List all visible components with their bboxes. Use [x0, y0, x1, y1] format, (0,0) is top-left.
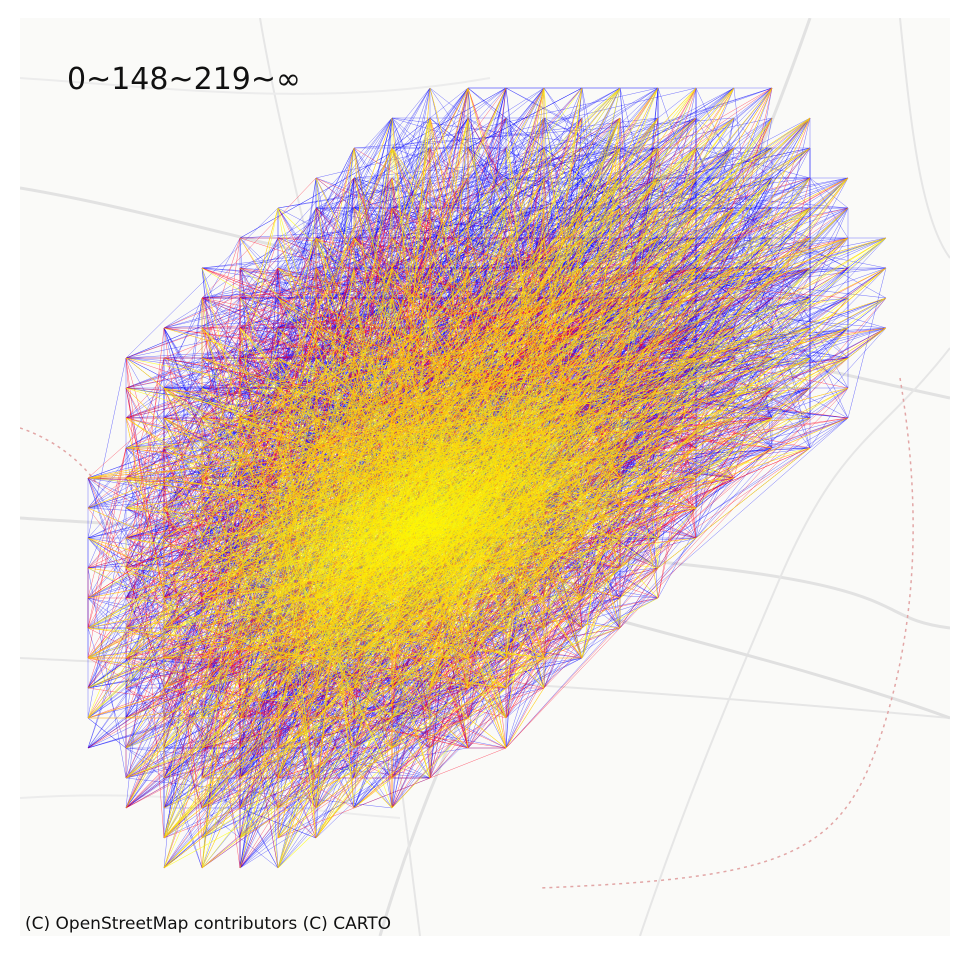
flow-density-core	[209, 376, 631, 680]
road	[899, 18, 950, 259]
road	[20, 77, 491, 95]
legend-title: 0~148~219~∞	[67, 62, 302, 97]
map-canvas[interactable]: 0~148~219~∞ (C) OpenStreetMap contributo…	[20, 18, 950, 936]
density-core	[209, 376, 631, 680]
admin-boundary	[20, 427, 101, 489]
road	[609, 616, 950, 720]
admin-boundary	[539, 377, 914, 889]
road	[639, 347, 950, 936]
flow-map	[20, 18, 950, 936]
map-attribution: (C) OpenStreetMap contributors (C) CARTO	[25, 914, 392, 934]
